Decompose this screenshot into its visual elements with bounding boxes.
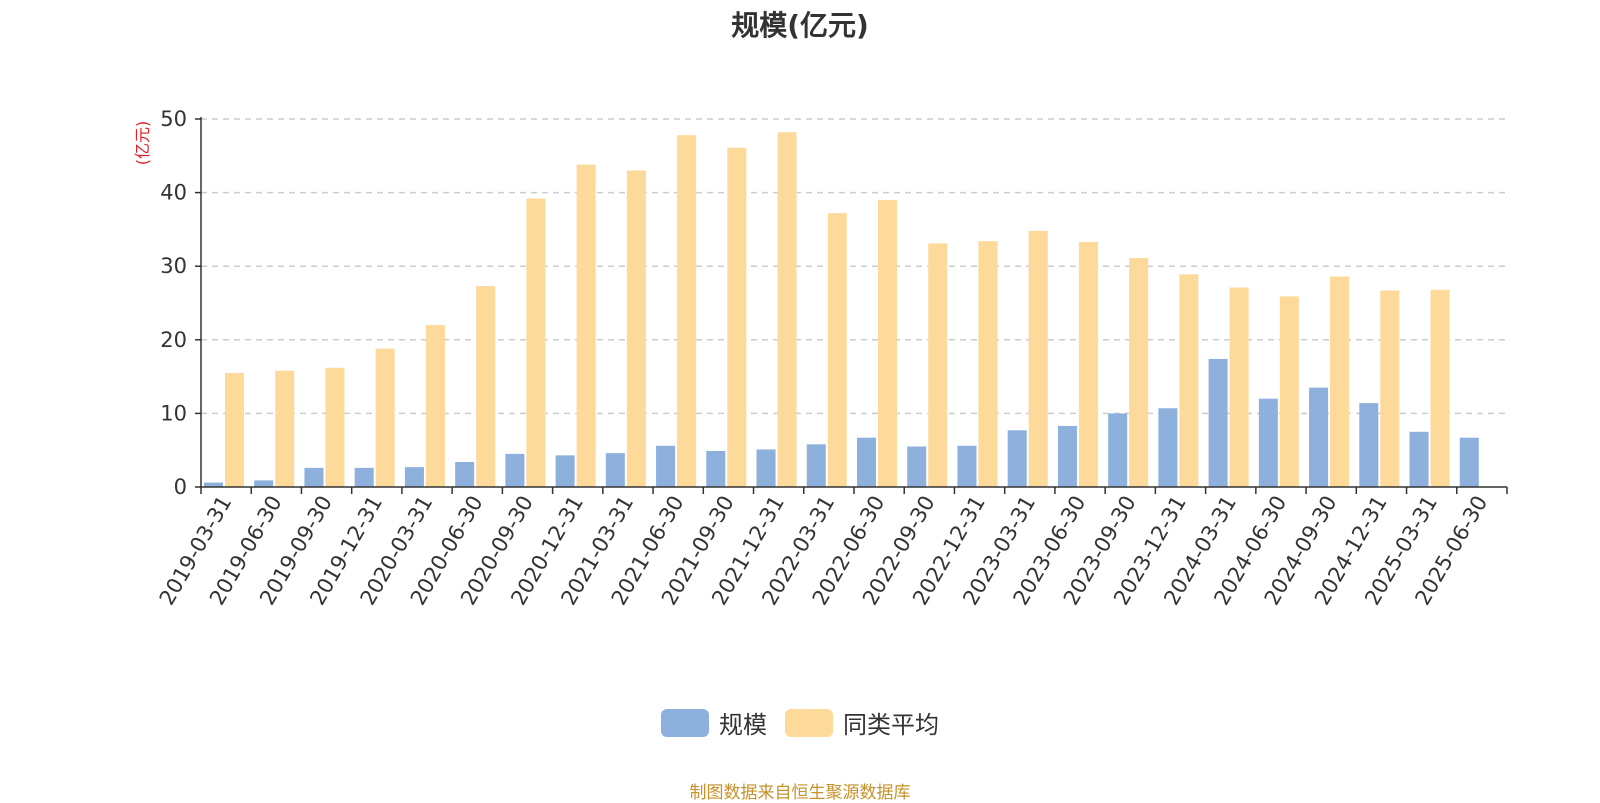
bar-scale (1158, 408, 1178, 487)
bar-scale (806, 444, 826, 487)
bar-peer-average (375, 348, 395, 487)
legend-label-scale: 规模 (719, 711, 767, 739)
bar-peer-average (878, 199, 897, 487)
chart-title: 规模(亿元) (731, 9, 869, 42)
bar-peer-average (1380, 290, 1400, 487)
bar-scale (505, 453, 525, 487)
bar-peer-average (978, 241, 998, 487)
bar-scale (1309, 387, 1329, 487)
bar-peer-average (1078, 241, 1098, 487)
bar-scale (204, 482, 223, 487)
y-tick-label: 10 (160, 401, 187, 425)
bar-scale (605, 453, 625, 487)
bar-peer-average (1028, 230, 1048, 487)
legend: 规模 同类平均 (0, 705, 1600, 740)
bar-peer-average (1129, 258, 1149, 487)
legend-item-peer-average[interactable]: 同类平均 (785, 705, 939, 740)
bar-scale (404, 467, 424, 487)
bar-peer-average (677, 135, 697, 487)
y-tick-label: 40 (160, 181, 187, 205)
bar-peer-average (225, 372, 244, 487)
bar-peer-average (526, 198, 546, 487)
bar-peer-average (827, 213, 847, 487)
bar-scale (1108, 413, 1128, 487)
bar-scale (706, 450, 726, 487)
bar-peer-average (727, 147, 747, 488)
bar-scale (1258, 398, 1278, 487)
bar-peer-average (425, 325, 445, 487)
bar-scale (1057, 425, 1077, 487)
bar-scale (555, 455, 575, 487)
bar-peer-average (777, 132, 797, 488)
bar-scale (907, 446, 927, 487)
bar-peer-average (1229, 287, 1249, 487)
y-tick-label: 0 (174, 475, 187, 499)
y-tick-label: 20 (160, 328, 187, 352)
bar-scale (756, 449, 776, 487)
bar-peer-average (325, 367, 345, 487)
bar-scale (354, 467, 374, 487)
bar-peer-average (626, 170, 646, 487)
bar-peer-average (576, 164, 596, 487)
bar-scale (455, 461, 475, 487)
legend-swatch-scale (661, 708, 709, 737)
bar-scale (957, 445, 977, 487)
bar-peer-average (275, 370, 295, 487)
legend-swatch-peer-average (785, 708, 833, 737)
bar-scale (1459, 437, 1479, 487)
data-source-note: 制图数据来自恒生聚源数据库 (689, 783, 911, 803)
y-tick-label: 50 (160, 107, 187, 131)
bar-peer-average (1330, 276, 1350, 487)
bar-scale (1409, 431, 1429, 487)
bar-scale (656, 445, 676, 487)
bar-peer-average (1279, 296, 1299, 487)
y-tick-label: 30 (160, 254, 187, 278)
bar-peer-average (1430, 289, 1450, 487)
legend-label-peer-average: 同类平均 (843, 711, 939, 739)
bar-scale (1007, 430, 1027, 487)
bar-peer-average (476, 286, 496, 487)
bar-scale (857, 437, 876, 487)
bar-peer-average (928, 243, 948, 487)
bar-peer-average (1179, 274, 1199, 487)
bar-scale (1359, 403, 1379, 487)
bar-scale (254, 480, 274, 487)
y-axis-label: (亿元) (133, 121, 152, 166)
legend-item-scale[interactable]: 规模 (661, 705, 767, 740)
bar-scale (304, 467, 324, 487)
bar-scale (1208, 358, 1228, 487)
